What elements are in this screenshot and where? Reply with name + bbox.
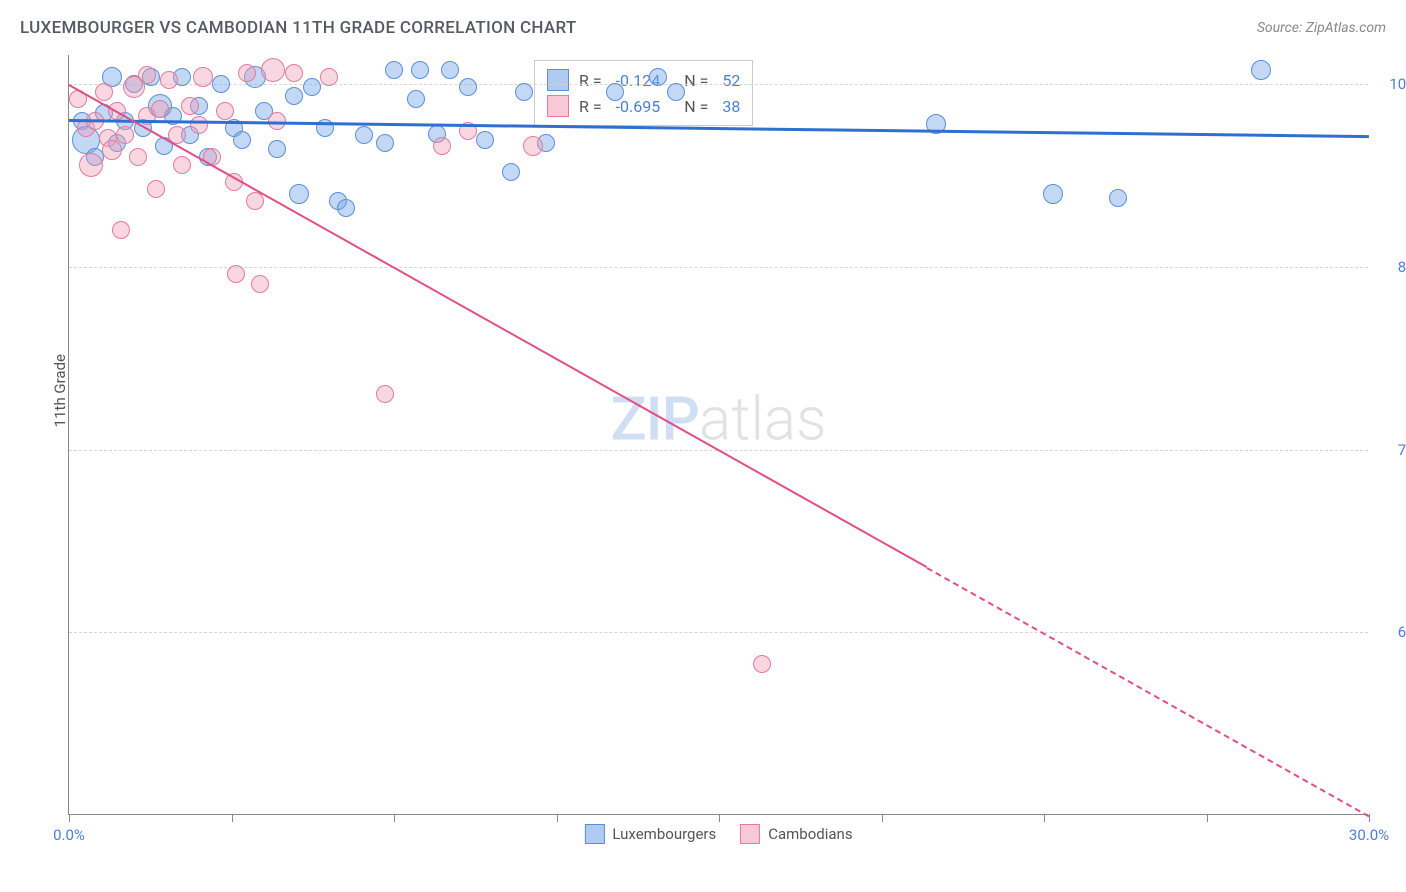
chart-title: LUXEMBOURGER VS CAMBODIAN 11TH GRADE COR… xyxy=(20,18,577,38)
scatter-point xyxy=(606,83,624,101)
legend-n-label: N = xyxy=(684,97,708,116)
scatter-point xyxy=(407,90,425,108)
legend-n-value: 52 xyxy=(722,71,740,90)
gridline xyxy=(69,84,1368,85)
scatter-point xyxy=(441,61,459,79)
scatter-point xyxy=(476,131,494,149)
x-tick xyxy=(69,814,70,822)
scatter-point xyxy=(433,137,451,155)
trend-line xyxy=(69,84,928,568)
legend-label: Cambodians xyxy=(768,825,852,843)
scatter-point xyxy=(753,655,771,673)
scatter-point xyxy=(160,71,178,89)
header: LUXEMBOURGER VS CAMBODIAN 11TH GRADE COR… xyxy=(0,0,1406,38)
scatter-point xyxy=(190,116,208,134)
y-tick-label: 62.5% xyxy=(1378,623,1406,641)
watermark-zip: ZIP xyxy=(611,384,699,455)
scatter-point xyxy=(233,131,251,149)
scatter-point xyxy=(515,83,533,101)
scatter-point xyxy=(320,68,338,86)
scatter-point xyxy=(303,78,321,96)
scatter-point xyxy=(1109,189,1127,207)
scatter-point xyxy=(376,385,394,403)
x-tick xyxy=(394,814,395,822)
legend-swatch xyxy=(547,95,569,117)
scatter-point xyxy=(212,75,230,93)
legend-label: Luxembourgers xyxy=(612,825,716,843)
x-tick xyxy=(232,814,233,822)
y-tick-label: 75.0% xyxy=(1378,441,1406,459)
chart-container: 11th Grade ZIPatlas R =-0.124N =52R =-0.… xyxy=(50,55,1390,855)
source-attribution: Source: ZipAtlas.com xyxy=(1257,20,1386,36)
scatter-point xyxy=(216,102,234,120)
scatter-point xyxy=(261,58,285,82)
legend-item: Luxembourgers xyxy=(584,824,716,844)
scatter-point xyxy=(95,83,113,101)
x-tick xyxy=(557,814,558,822)
scatter-point xyxy=(116,126,134,144)
scatter-point xyxy=(337,199,355,217)
scatter-point xyxy=(411,61,429,79)
legend-r-label: R = xyxy=(579,71,602,90)
scatter-point xyxy=(138,66,156,84)
legend-r-value: -0.695 xyxy=(616,97,661,116)
scatter-point xyxy=(268,140,286,158)
legend-r-label: R = xyxy=(579,97,602,116)
watermark-atlas: atlas xyxy=(699,384,827,455)
x-tick xyxy=(882,814,883,822)
legend-row: R =-0.124N =52 xyxy=(547,67,740,93)
scatter-point xyxy=(1043,184,1063,204)
plot-area: ZIPatlas R =-0.124N =52R =-0.695N =38 Lu… xyxy=(68,55,1368,815)
y-tick-label: 87.5% xyxy=(1378,258,1406,276)
x-tick xyxy=(1207,814,1208,822)
y-axis-label: 11th Grade xyxy=(51,354,69,427)
scatter-point xyxy=(251,275,269,293)
legend-swatch xyxy=(740,824,760,844)
series-legend: Luxembourgers Cambodians xyxy=(584,824,852,844)
scatter-point xyxy=(385,61,403,79)
scatter-point xyxy=(151,100,169,118)
x-tick xyxy=(719,814,720,822)
scatter-point xyxy=(523,136,543,156)
legend-swatch xyxy=(547,69,569,91)
gridline xyxy=(69,632,1368,633)
scatter-point xyxy=(147,180,165,198)
scatter-point xyxy=(285,87,303,105)
legend-swatch xyxy=(584,824,604,844)
scatter-point xyxy=(355,126,373,144)
legend-item: Cambodians xyxy=(740,824,852,844)
trend-line-extrapolated xyxy=(927,567,1370,817)
scatter-point xyxy=(102,140,122,160)
scatter-point xyxy=(79,153,103,177)
scatter-point xyxy=(129,148,147,166)
y-tick-label: 100.0% xyxy=(1378,75,1406,93)
scatter-point xyxy=(459,78,477,96)
scatter-point xyxy=(181,97,199,115)
scatter-point xyxy=(285,64,303,82)
scatter-point xyxy=(502,163,520,181)
legend-n-label: N = xyxy=(684,71,708,90)
scatter-point xyxy=(649,68,667,86)
scatter-point xyxy=(376,134,394,152)
scatter-point xyxy=(227,265,245,283)
x-tick-label: 0.0% xyxy=(53,826,85,844)
x-tick xyxy=(1044,814,1045,822)
gridline xyxy=(69,267,1368,268)
scatter-point xyxy=(238,64,256,82)
legend-n-value: 38 xyxy=(722,97,740,116)
scatter-point xyxy=(112,221,130,239)
scatter-point xyxy=(173,156,191,174)
scatter-point xyxy=(193,67,213,87)
correlation-legend: R =-0.124N =52R =-0.695N =38 xyxy=(534,60,753,126)
x-tick-label: 30.0% xyxy=(1349,826,1389,844)
legend-row: R = -0.695 N = 38 xyxy=(547,93,740,119)
scatter-point xyxy=(667,83,685,101)
scatter-point xyxy=(289,184,309,204)
watermark: ZIPatlas xyxy=(611,384,827,455)
scatter-point xyxy=(1251,60,1271,80)
